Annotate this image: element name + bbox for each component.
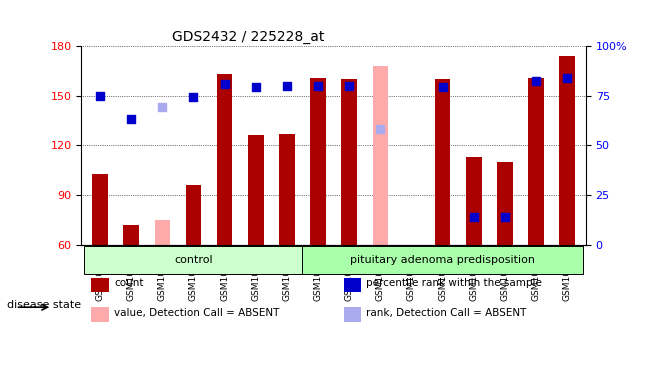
Point bbox=[375, 126, 385, 132]
Point bbox=[188, 94, 199, 101]
Bar bbox=[154, 220, 170, 245]
Point bbox=[251, 84, 261, 91]
Bar bbox=[91, 307, 109, 322]
Bar bbox=[497, 162, 513, 245]
Text: disease state: disease state bbox=[7, 300, 81, 310]
Point bbox=[437, 84, 448, 91]
Text: GSM100895: GSM100895 bbox=[96, 246, 105, 301]
Text: GSM100888: GSM100888 bbox=[314, 246, 322, 301]
Text: pituitary adenoma predisposition: pituitary adenoma predisposition bbox=[350, 255, 535, 265]
Text: control: control bbox=[174, 255, 213, 265]
Text: GSM100897: GSM100897 bbox=[158, 246, 167, 301]
Bar bbox=[217, 74, 232, 245]
Point bbox=[344, 83, 354, 89]
Bar bbox=[91, 278, 109, 292]
Text: GSM100898: GSM100898 bbox=[189, 246, 198, 301]
Point bbox=[313, 83, 324, 89]
Point bbox=[531, 78, 541, 84]
Bar bbox=[248, 136, 264, 245]
Text: GSM100892: GSM100892 bbox=[438, 246, 447, 301]
Point bbox=[219, 81, 230, 87]
Point bbox=[469, 214, 479, 220]
Text: GSM100894: GSM100894 bbox=[501, 246, 510, 301]
Text: count: count bbox=[114, 278, 144, 288]
Bar bbox=[124, 225, 139, 245]
Bar bbox=[344, 278, 361, 292]
Text: GSM100899: GSM100899 bbox=[532, 246, 540, 301]
Text: GSM100902: GSM100902 bbox=[251, 246, 260, 301]
Point bbox=[562, 74, 572, 81]
Bar bbox=[372, 66, 388, 245]
Text: GSM100903: GSM100903 bbox=[283, 246, 292, 301]
Bar bbox=[186, 185, 201, 245]
Text: rank, Detection Call = ABSENT: rank, Detection Call = ABSENT bbox=[367, 308, 527, 318]
Text: GSM100900: GSM100900 bbox=[562, 246, 572, 301]
Point bbox=[157, 104, 167, 110]
Bar bbox=[528, 78, 544, 245]
Text: GSM100893: GSM100893 bbox=[469, 246, 478, 301]
Bar bbox=[279, 134, 295, 245]
Text: GSM100901: GSM100901 bbox=[220, 246, 229, 301]
Bar bbox=[311, 78, 326, 245]
Text: GSM100896: GSM100896 bbox=[127, 246, 135, 301]
Point bbox=[282, 83, 292, 89]
Bar bbox=[344, 307, 361, 322]
Point bbox=[95, 93, 105, 99]
Bar bbox=[466, 157, 482, 245]
Text: GSM100891: GSM100891 bbox=[407, 246, 416, 301]
Text: GDS2432 / 225228_at: GDS2432 / 225228_at bbox=[172, 30, 325, 44]
FancyBboxPatch shape bbox=[85, 246, 303, 274]
Bar bbox=[435, 79, 450, 245]
Point bbox=[500, 214, 510, 220]
Bar bbox=[92, 174, 108, 245]
Bar bbox=[559, 56, 575, 245]
Text: GSM100890: GSM100890 bbox=[376, 246, 385, 301]
Point bbox=[126, 116, 137, 122]
FancyBboxPatch shape bbox=[303, 246, 583, 274]
Text: value, Detection Call = ABSENT: value, Detection Call = ABSENT bbox=[114, 308, 279, 318]
Text: GSM100889: GSM100889 bbox=[345, 246, 353, 301]
Bar bbox=[341, 79, 357, 245]
Text: percentile rank within the sample: percentile rank within the sample bbox=[367, 278, 542, 288]
